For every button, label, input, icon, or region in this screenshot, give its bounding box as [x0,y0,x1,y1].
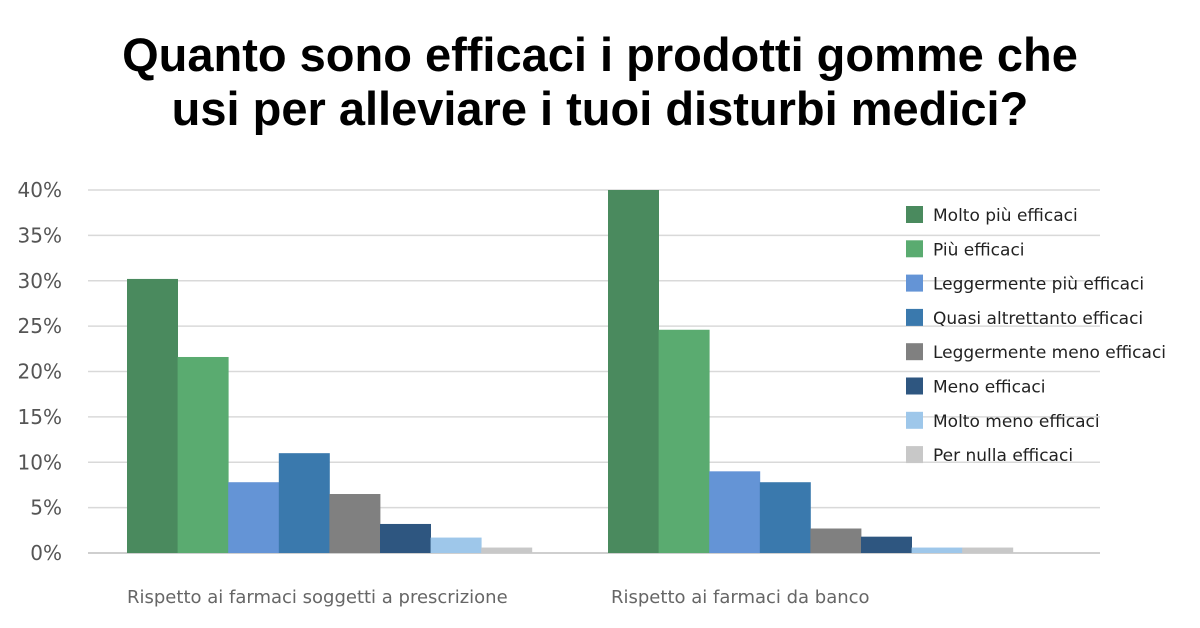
bar-5-group-1 [329,494,381,553]
legend-label: Leggermente meno efficaci [933,343,1166,363]
title-line-2: usi per alleviare i tuoi disturbi medici… [171,82,1029,135]
y-tick-label: 40% [18,178,62,202]
y-tick-label: 20% [18,360,62,384]
y-tick-label: 10% [18,450,62,474]
y-tick-label: 25% [18,314,62,338]
y-tick-label: 30% [18,269,62,293]
x-axis-categories: Rispetto ai farmaci soggetti a prescrizi… [127,587,870,608]
bar-8-group-2 [962,547,1014,553]
legend-swatch [906,206,923,223]
bar-8-group-1 [481,547,533,553]
legend-swatch [906,240,923,258]
y-tick-label: 15% [18,405,62,429]
legend-label: Quasi altrettanto efficaci [933,309,1143,329]
x-category-label: Rispetto ai farmaci soggetti a prescrizi… [127,587,508,608]
x-category-label: Rispetto ai farmaci da banco [611,587,870,608]
legend-swatch [906,274,923,292]
legend-label: Meno efficaci [933,378,1045,398]
legend-label: Più efficaci [933,240,1025,260]
legend-swatch [906,377,923,395]
y-tick-label: 5% [30,496,62,520]
legend-label: Molto più efficaci [933,206,1078,226]
legend-label: Molto meno efficaci [933,412,1100,432]
gridlines [88,189,1100,554]
legend-label: Per nulla efficaci [933,446,1073,466]
bar-2-group-2 [658,329,710,553]
bar-6-group-2 [861,536,912,553]
legend: Molto più efficaci Più efficaci Leggerment… [906,206,1166,466]
bar-3-group-2 [709,471,761,553]
bars [127,190,1014,553]
title-line-1: Quanto sono efficaci i prodotti gomme ch… [122,28,1078,81]
bar-1-group-2 [608,190,659,553]
y-tick-label: 35% [18,223,62,247]
legend-swatch [906,446,923,464]
bar-6-group-1 [380,523,431,553]
legend-swatch [906,343,923,361]
page-title: Quanto sono efficaci i prodotti gomme ch… [0,28,1200,136]
legend-label: Leggermente più efficaci [933,275,1144,295]
bar-3-group-1 [228,482,280,553]
legend-swatch [906,411,923,429]
bar-2-group-1 [177,356,229,553]
bar-4-group-1 [278,453,330,553]
bar-7-group-1 [430,537,482,553]
bar-1-group-1 [127,278,178,553]
bar-7-group-2 [911,547,963,553]
bar-5-group-2 [810,528,862,553]
bar-4-group-2 [759,482,811,553]
y-tick-label: 0% [30,541,62,565]
y-axis-ticks: 0% 5% 10% 15% 20% 25% 30% 35% 40% [18,178,62,565]
legend-swatch [906,308,923,326]
